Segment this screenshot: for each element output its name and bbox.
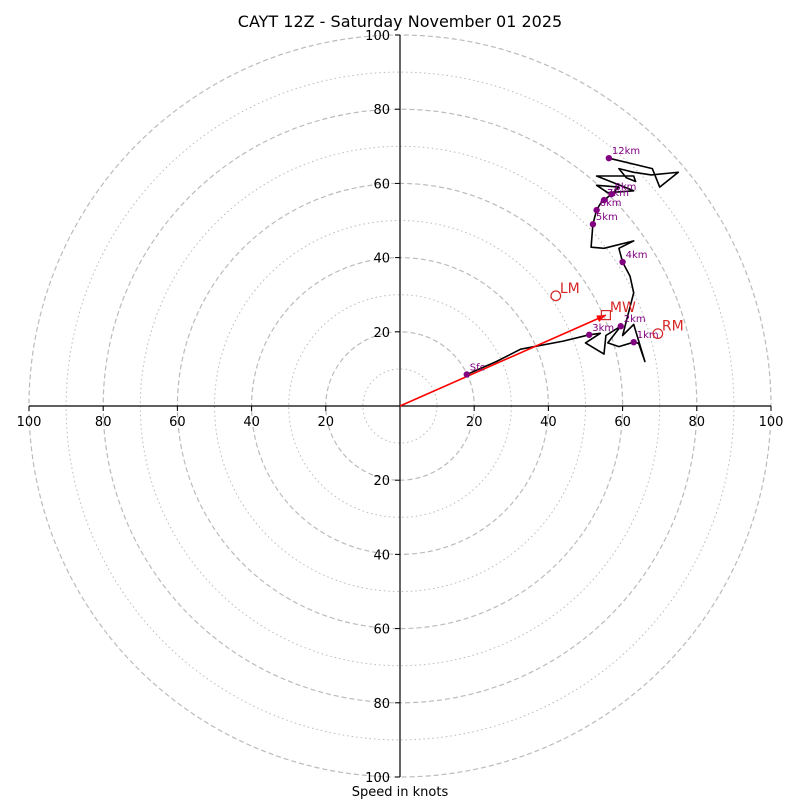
height-marker-dot [600,196,608,204]
height-marker-label: 7km [607,188,629,199]
x-tick-label: 60 [169,415,186,430]
x-tick-label: 80 [689,415,706,430]
height-marker-label: 1km [637,330,659,341]
chart-title: CAYT 12Z - Saturday November 01 2025 [238,12,562,31]
tick-labels: 100 80 60 40 20 20 40 60 80 100 100 80 60 40 20 20 40 60 8… [17,29,784,786]
height-marker-dot [605,154,613,162]
vector-shaft [399,314,607,407]
height-marker-dot [630,338,637,346]
height-marker-dot [463,371,470,378]
height-marker-label: 6km [600,198,622,209]
height-marker-label: 12km [612,146,640,157]
x-tick-label: 100 [759,415,784,430]
mean-wind-vector [399,314,607,407]
storm-marker-label: MW [610,300,636,316]
x-tick-label: 40 [540,415,557,430]
height-marker-label: 3km [592,323,614,334]
wind-trace [466,157,680,376]
storm-marker-label: RM [662,319,684,335]
x-tick-label: 40 [243,415,260,430]
height-marker-label: 4km [626,250,648,261]
y-tick-label: 60 [373,623,390,638]
height-marker-label: 2km [624,314,646,325]
x-tick-label: 60 [614,415,631,430]
storm-marker-rm [652,328,664,340]
y-tick-label: 60 [373,177,390,192]
y-tick-label: 80 [373,697,390,712]
x-tick-label: 80 [95,415,112,430]
y-tick-label: 80 [373,103,390,118]
y-tick-label: 40 [373,548,390,563]
height-marker-label: 8km [614,182,636,193]
y-tick-label: 100 [365,29,390,44]
y-tick-label: 100 [365,771,390,786]
x-axis-label: Speed in knots [352,785,449,800]
height-marker-label: Sfc [470,362,485,373]
storm-marker-lm [550,290,562,302]
height-marker-dot [593,206,600,214]
height-marker-label: 5km [596,212,618,223]
x-tick-label: 20 [318,415,335,430]
storm-marker-label: LM [560,281,580,297]
height-marker-dot [608,190,615,198]
x-tick-label: 100 [17,415,42,430]
storm-motion-markers: LM RM MW [550,281,684,340]
height-marker-dot [619,258,626,266]
height-marker-dot [589,221,597,228]
y-tick-label: 20 [373,474,390,489]
height-marker-dot [617,323,624,330]
y-tick-label: 40 [373,252,390,267]
storm-marker-mw [600,310,612,321]
height-marker-dot [586,331,593,338]
x-tick-label: 20 [466,415,483,430]
y-tick-label: 20 [373,326,390,341]
hodograph-line [466,157,680,376]
